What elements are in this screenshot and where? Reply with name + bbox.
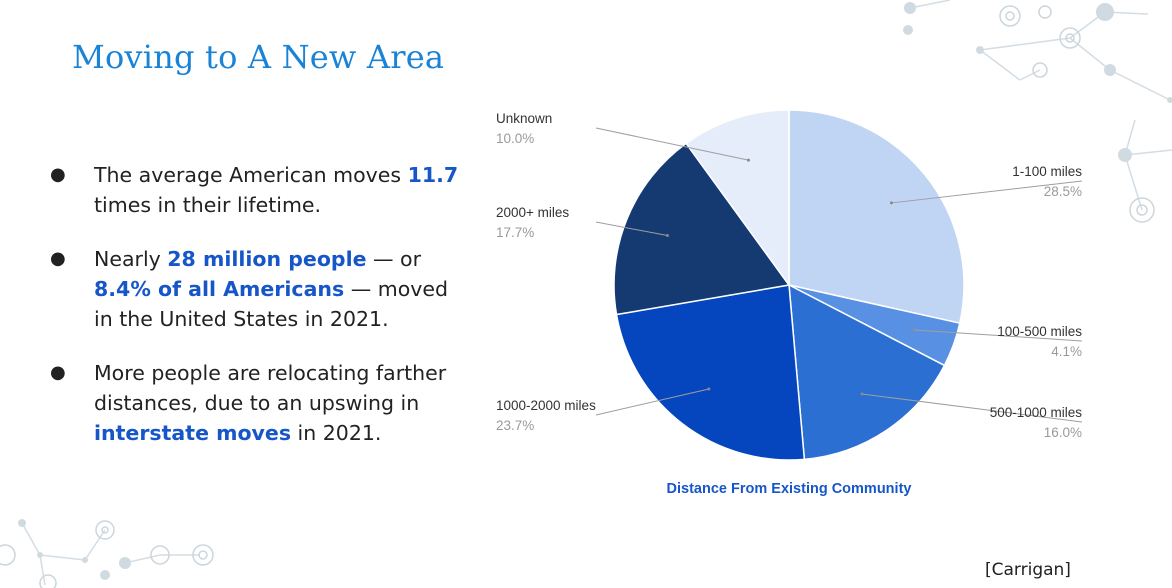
- bullet-text: More people are relocating farther dista…: [94, 361, 447, 415]
- source-citation: [Carrigan]: [985, 560, 1071, 580]
- bullet-highlight: 11.7: [407, 163, 459, 187]
- bullet-item: ● Nearly 28 million people — or 8.4% of …: [50, 244, 470, 334]
- callout-line: [595, 127, 749, 161]
- slice-percent-label: 10.0%: [496, 131, 534, 146]
- pie-chart: 1-100 miles 28.5% 100-500 miles 4.1% 500-100…: [496, 109, 1082, 497]
- slice-label: 1000-2000 miles: [496, 398, 596, 413]
- bullet-text: — moved in the United States in 2021.: [94, 277, 449, 331]
- bullet-text: in 2021.: [291, 421, 382, 445]
- slice-label: 1-100 miles: [1012, 164, 1082, 179]
- callout-line: [595, 221, 668, 237]
- callout-anchor-dot: [889, 201, 893, 205]
- bullet-item: ● More people are relocating farther dis…: [50, 358, 470, 448]
- slice-label: 2000+ miles: [496, 205, 569, 220]
- callout-anchor-dot: [746, 158, 750, 162]
- callout-anchor-dot: [665, 234, 669, 238]
- bullet-list: ● The average American moves 11.7 times …: [50, 160, 470, 472]
- bullet-dot-icon: ●: [50, 164, 66, 185]
- pie-slice-unknown: [685, 109, 790, 288]
- callout-anchor-dot: [860, 392, 864, 396]
- bullet-text: The average American moves: [94, 163, 408, 187]
- bullet-highlight: 28 million people: [167, 247, 367, 271]
- bullet-highlight: interstate moves: [94, 421, 292, 445]
- bullet-text: times in their lifetime.: [94, 193, 322, 217]
- bullet-dot-icon: ●: [50, 248, 66, 269]
- callout-line: [595, 388, 709, 416]
- network-decoration-bottom-left: [0, 519, 214, 588]
- slice-label: 100-500 miles: [997, 324, 1082, 339]
- network-decoration-top-right: [903, 0, 1172, 223]
- callout-anchor-dot: [707, 387, 711, 391]
- bullet-text: — or: [366, 247, 422, 271]
- bullet-item: ● The average American moves 11.7 times …: [50, 160, 470, 220]
- callout-line: [912, 329, 1083, 342]
- slice-percent-label: 23.7%: [496, 418, 534, 433]
- callout-line: [891, 180, 1083, 204]
- slice-percent-label: 17.7%: [496, 225, 534, 240]
- bullet-highlight: 8.4% of all Americans: [94, 277, 345, 301]
- slice-percent-label: 16.0%: [1044, 425, 1082, 440]
- pie-slice-2000-miles: [613, 142, 791, 316]
- slice-label: 500-1000 miles: [990, 405, 1083, 420]
- bullet-dot-icon: ●: [50, 362, 66, 383]
- bullet-text: Nearly: [94, 247, 168, 271]
- slice-label: Unknown: [496, 111, 552, 126]
- slice-percent-label: 28.5%: [1044, 184, 1082, 199]
- pie-slice-1-100-miles: [788, 109, 965, 325]
- chart-title: Distance From Existing Community: [667, 481, 912, 497]
- slice-percent-label: 4.1%: [1051, 344, 1082, 359]
- pie-callouts: 1-100 miles 28.5% 100-500 miles 4.1% 500-100…: [496, 111, 1082, 440]
- pie-slices: [613, 109, 965, 461]
- callout-anchor-dot: [910, 328, 914, 332]
- pie-slice-1000-2000-miles: [615, 284, 806, 461]
- slide-title: Moving to A New Area: [72, 38, 445, 76]
- pie-slice-500-1000-miles: [788, 283, 946, 461]
- callout-line: [862, 393, 1083, 423]
